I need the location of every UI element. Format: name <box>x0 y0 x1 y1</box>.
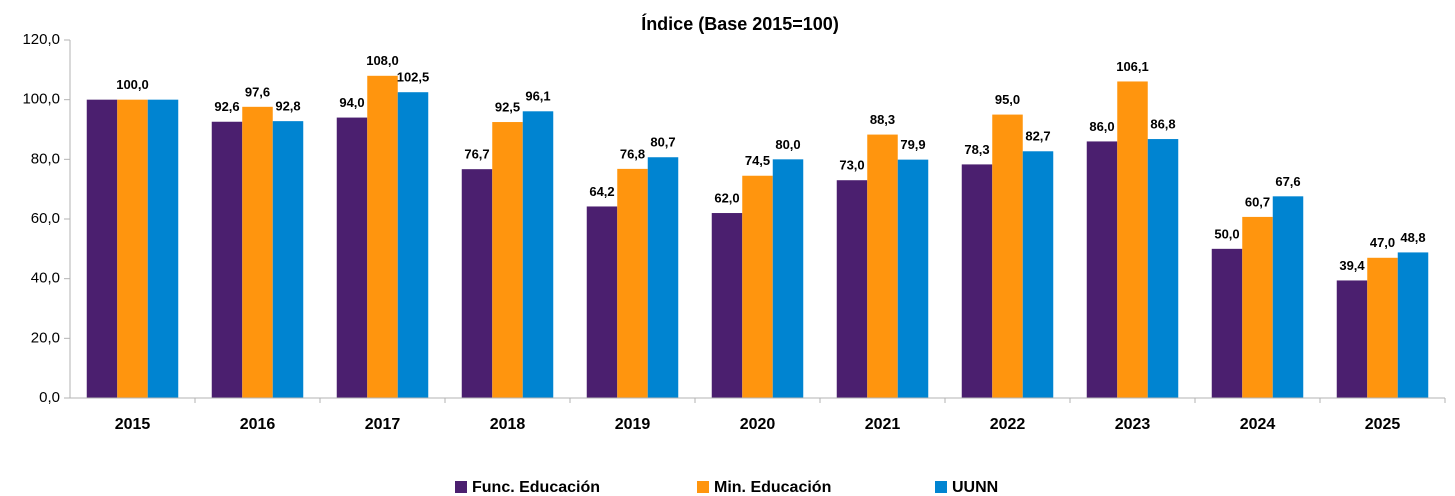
value-label: 97,6 <box>245 84 270 99</box>
value-label: 92,5 <box>495 99 520 114</box>
value-label: 96,1 <box>525 89 550 104</box>
chart-title: Índice (Base 2015=100) <box>641 13 839 34</box>
value-label: 82,7 <box>1025 129 1050 144</box>
bar <box>1242 216 1273 398</box>
bar <box>647 157 679 398</box>
bar <box>211 121 243 398</box>
x-tick-label: 2021 <box>865 416 901 433</box>
x-tick-label: 2020 <box>740 416 776 433</box>
bar <box>711 213 743 398</box>
value-label: 50,0 <box>1214 226 1239 241</box>
value-label: 92,8 <box>275 99 300 114</box>
bar <box>1272 196 1304 398</box>
x-tick-label: 2016 <box>240 416 276 433</box>
bar <box>1117 81 1148 399</box>
x-tick-label: 2017 <box>365 416 401 433</box>
value-label: 100,0 <box>116 77 149 92</box>
bar <box>961 164 993 398</box>
bar <box>617 168 648 398</box>
value-label: 92,6 <box>214 99 239 114</box>
bar <box>742 175 773 398</box>
bar <box>397 92 429 398</box>
value-label: 64,2 <box>589 184 614 199</box>
value-label: 86,8 <box>1150 116 1175 131</box>
bar <box>242 106 273 399</box>
value-label: 95,0 <box>995 92 1020 107</box>
y-tick-label: 120,0 <box>22 31 60 48</box>
legend-label: Func. Educación <box>472 479 600 496</box>
bar <box>117 99 148 399</box>
x-tick-label: 2015 <box>115 416 151 433</box>
value-label: 108,0 <box>366 53 399 68</box>
value-label: 88,3 <box>870 112 895 127</box>
value-label: 74,5 <box>745 153 770 168</box>
y-tick-label: 100,0 <box>22 91 60 108</box>
x-tick-label: 2019 <box>615 416 651 433</box>
y-tick-label: 20,0 <box>31 329 60 346</box>
bar <box>772 159 804 398</box>
y-tick-label: 60,0 <box>31 210 60 227</box>
bar <box>1211 248 1243 398</box>
value-label: 62,0 <box>714 190 739 205</box>
y-tick-label: 0,0 <box>39 389 60 406</box>
value-label: 80,0 <box>775 137 800 152</box>
bar <box>867 134 898 399</box>
legend-swatch <box>935 481 947 493</box>
bar <box>272 121 304 398</box>
legend-swatch <box>455 481 467 493</box>
value-label: 78,3 <box>964 142 989 157</box>
legend-label: Min. Educación <box>714 479 831 496</box>
bar <box>1086 141 1118 398</box>
value-label: 80,7 <box>650 135 675 150</box>
value-label: 48,8 <box>1400 230 1425 245</box>
bar <box>1022 151 1054 398</box>
bar <box>147 99 179 399</box>
bar <box>1367 257 1398 398</box>
bar <box>992 114 1023 398</box>
value-label: 47,0 <box>1370 235 1395 250</box>
x-tick-label: 2025 <box>1365 416 1401 433</box>
value-label: 79,9 <box>900 137 925 152</box>
bar <box>586 206 618 398</box>
value-label: 39,4 <box>1339 258 1365 273</box>
bar <box>492 122 523 399</box>
value-label: 73,0 <box>839 158 864 173</box>
bar <box>1336 280 1368 398</box>
value-label: 106,1 <box>1116 59 1149 74</box>
bar <box>1147 139 1179 398</box>
legend-label: UUNN <box>952 479 998 496</box>
y-tick-label: 40,0 <box>31 270 60 287</box>
bar <box>336 117 368 399</box>
y-tick-label: 80,0 <box>31 150 60 167</box>
x-tick-label: 2018 <box>490 416 526 433</box>
bar <box>522 111 554 398</box>
legend-swatch <box>697 481 709 493</box>
bar <box>367 75 398 399</box>
x-tick-label: 2024 <box>1240 416 1276 433</box>
value-label: 94,0 <box>339 95 364 110</box>
x-tick-label: 2022 <box>990 416 1026 433</box>
value-label: 102,5 <box>397 70 430 85</box>
value-label: 60,7 <box>1245 194 1270 209</box>
bar <box>897 159 929 398</box>
bar <box>1397 252 1429 398</box>
value-label: 76,7 <box>464 147 489 162</box>
value-label: 76,8 <box>620 146 645 161</box>
value-label: 67,6 <box>1275 174 1300 189</box>
bar <box>836 180 868 398</box>
bar <box>461 169 493 398</box>
bar <box>86 99 118 399</box>
x-tick-label: 2023 <box>1115 416 1151 433</box>
value-label: 86,0 <box>1089 119 1114 134</box>
